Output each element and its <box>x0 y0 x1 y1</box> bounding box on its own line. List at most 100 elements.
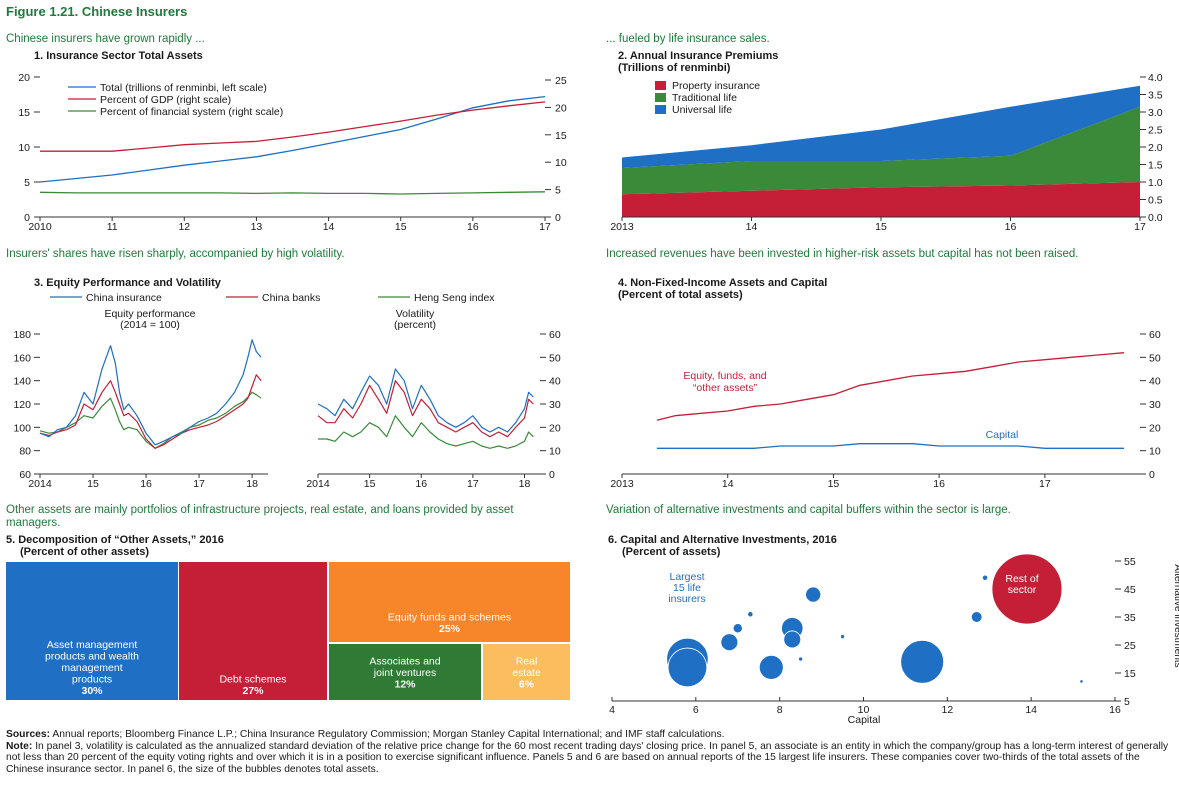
p3b-series-line <box>318 415 534 449</box>
p2-y-tick-label: 4.0 <box>1148 72 1163 84</box>
p3-legend-label: China banks <box>262 292 320 304</box>
headline-1: Chinese insurers have grown rapidly ... <box>6 33 205 45</box>
p4-y-tick-label: 50 <box>1149 352 1161 364</box>
p1-legend-label: Percent of financial system (right scale… <box>100 106 283 118</box>
p5-treemap-cell <box>6 562 178 700</box>
p3b-y-tick-label: 20 <box>549 422 561 434</box>
p6-y-tick-label: 25 <box>1124 640 1136 652</box>
p3a-y-tick-label: 140 <box>13 376 31 388</box>
panel-2-subtitle: (Trillions of renminbi) <box>618 62 731 74</box>
panel-5-title: 5. Decomposition of “Other Assets,” 2016 <box>6 534 224 546</box>
panel-5-subtitle: (Percent of other assets) <box>20 546 149 558</box>
p2-legend-swatch <box>655 105 666 114</box>
p1-legend-label: Total (trillions of renminbi, left scale… <box>100 82 267 94</box>
p6-annotation-largest: Largest <box>669 571 704 583</box>
panel-2-title: 2. Annual Insurance Premiums <box>618 50 779 62</box>
p5-cell-label: joint ventures <box>373 667 436 679</box>
p3b-x-tick-label: 17 <box>467 478 479 490</box>
p2-y-tick-label: 1.5 <box>1148 160 1163 172</box>
p5-cell-value-label: 30% <box>81 685 103 697</box>
p1-x-tick-label: 12 <box>178 221 190 233</box>
p2-y-tick-label: 3.0 <box>1148 107 1163 119</box>
p4-x-tick-label: 2013 <box>610 478 634 490</box>
panel-1-chart: 0 5 10 15 20 0 5 10 15 20 25 2010 11 12 13 14 15 16 17 Tota… <box>18 72 567 233</box>
p2-legend-label: Universal life <box>672 104 732 116</box>
p6-bubble-insurer <box>840 634 846 640</box>
p3a-x-tick-label: 15 <box>87 478 99 490</box>
p1-y-tick-label-right: 5 <box>555 185 561 197</box>
p1-series-line <box>39 191 546 195</box>
p3a-y-tick-label: 120 <box>13 399 31 411</box>
p3a-y-tick-label: 160 <box>13 352 31 364</box>
p1-legend-label: Percent of GDP (right scale) <box>100 94 231 106</box>
panel-5-title-block: 5. Decomposition of “Other Assets,” 2016… <box>6 534 224 558</box>
p2-legend-label: Traditional life <box>672 92 737 104</box>
p6-annotation-largest: 15 life <box>673 582 701 594</box>
p2-y-tick-label: 2.0 <box>1148 142 1163 154</box>
p6-y-tick-label: 35 <box>1124 612 1136 624</box>
p4-y-tick-label: 10 <box>1149 446 1161 458</box>
p6-bubble-insurer <box>783 630 802 649</box>
p2-y-tick-label: 1.0 <box>1148 177 1163 189</box>
p1-x-tick-label: 17 <box>539 221 551 233</box>
p3a-y-tick-label: 180 <box>13 329 31 341</box>
panel-4-chart: 0 10 20 30 40 50 60 2013 14 15 16 17 Equity, funds, … <box>610 329 1161 490</box>
p4-x-tick-label: 16 <box>933 478 945 490</box>
p6-annotation-largest: insurers <box>668 593 705 605</box>
p1-x-tick-label: 13 <box>251 221 263 233</box>
p1-y-tick-label-right: 15 <box>555 130 567 142</box>
p4-x-tick-label: 15 <box>828 478 840 490</box>
panel-6-subtitle: (Percent of assets) <box>622 546 721 558</box>
p2-y-tick-label: 0.5 <box>1148 195 1163 207</box>
p4-series-label-equity: “other assets” <box>693 382 758 394</box>
p2-x-tick-label: 14 <box>746 221 758 233</box>
p4-series-line <box>656 352 1125 421</box>
p5-cell-label: estate <box>512 667 541 679</box>
p6-bubble-insurer <box>758 655 784 680</box>
headline-4: Increased revenues have been invested in… <box>606 248 1079 260</box>
footer: Sources: Annual reports; Bloomberg Finan… <box>6 729 1174 775</box>
p3a-series-line <box>39 391 262 449</box>
p1-y-tick-label-right: 25 <box>555 75 567 87</box>
p6-bubble-insurer <box>747 611 754 618</box>
sources-text: Annual reports; Bloomberg Finance L.P.; … <box>52 729 725 740</box>
p3b-y-tick-label: 30 <box>549 399 561 411</box>
p6-bubble-insurer <box>732 623 743 634</box>
p3a-subtitle-line: Equity performance <box>104 308 195 320</box>
p5-cell-label: Associates and <box>369 656 440 668</box>
p5-cell-label: Equity funds and schemes <box>388 612 511 624</box>
p3b-subtitle-line: (percent) <box>394 319 436 331</box>
panel-4-title: 4. Non-Fixed-Income Assets and Capital <box>618 277 828 289</box>
p1-y-tick-label-right: 10 <box>555 157 567 169</box>
panel-6-title-block: 6. Capital and Alternative Investments, … <box>608 534 837 558</box>
p6-y-tick-label: 15 <box>1124 668 1136 680</box>
p6-x-tick-label: 10 <box>858 704 870 716</box>
p3b-y-tick-label: 0 <box>549 469 555 481</box>
p2-area-2 <box>622 106 1140 195</box>
p1-x-tick-label: 15 <box>395 221 407 233</box>
p5-cell-value-label: 25% <box>439 623 461 635</box>
p6-x-tick-label: 14 <box>1025 704 1037 716</box>
p3b-y-tick-label: 10 <box>549 446 561 458</box>
p3b-y-tick-label: 60 <box>549 329 561 341</box>
p6-bubble-insurer <box>900 639 945 684</box>
panel-4-title-block: 4. Non-Fixed-Income Assets and Capital (… <box>618 277 827 301</box>
figure-title: Figure 1.21. Chinese Insurers <box>6 4 188 19</box>
p6-bubble-rest-of-sector <box>991 553 1063 625</box>
p5-cell-label: products and wealth <box>45 651 139 663</box>
p3a-series-line <box>39 374 262 449</box>
p1-x-tick-label: 11 <box>107 221 118 233</box>
p6-bubble-insurer <box>667 647 708 688</box>
p3b-subtitle-line: Volatility <box>396 308 435 320</box>
headline-2: ... fueled by life insurance sales. <box>606 33 770 45</box>
p6-annotation-rest: sector <box>1008 584 1037 596</box>
p2-x-tick-label: 16 <box>1005 221 1017 233</box>
p3b-x-tick-label: 16 <box>415 478 427 490</box>
p1-x-tick-label: 14 <box>323 221 335 233</box>
p4-y-tick-label: 0 <box>1149 469 1155 481</box>
p2-legend-swatch <box>655 93 666 102</box>
p2-y-tick-label: 2.5 <box>1148 125 1163 137</box>
p2-x-tick-label: 2013 <box>610 221 634 233</box>
note-label: Note: <box>6 740 33 752</box>
